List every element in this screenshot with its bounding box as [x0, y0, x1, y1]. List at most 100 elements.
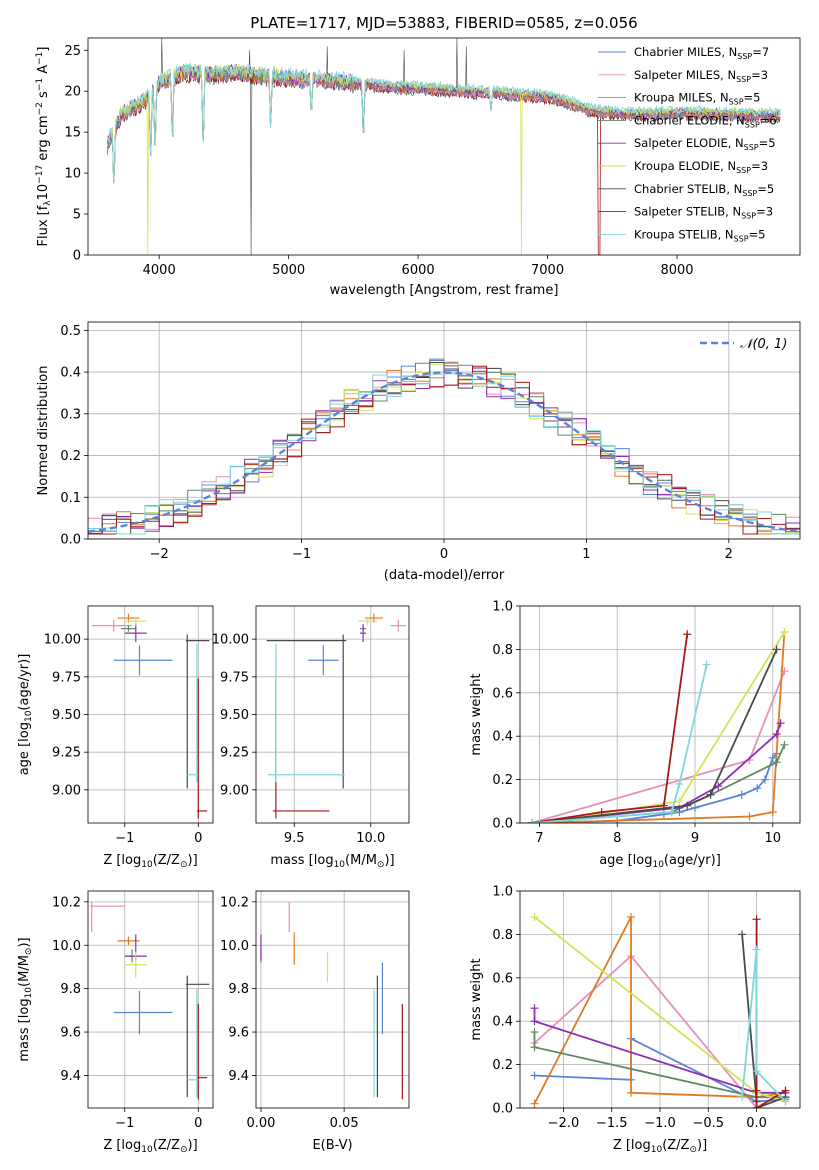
- x-tick-label: 8: [613, 831, 621, 846]
- legend-model: Salpeter MILES, N: [634, 68, 736, 82]
- x-tick-label: 0.00: [247, 1116, 276, 1131]
- legend-model: Kroupa MILES, N: [634, 91, 729, 105]
- mass_weight_vs_age-ylabel: mass weight: [469, 673, 484, 755]
- x-tick-label: 9: [691, 831, 699, 846]
- y-tick-label: 0.2: [60, 449, 81, 464]
- label-part: 10: [141, 860, 153, 870]
- mass_weight_vs_age-axes: 7 8 9 10 0.0 0.2 0.4 0.6 0.8 1.0: [492, 600, 800, 846]
- series-line-chabrier-miles: [531, 752, 778, 823]
- y-tick-label: 10: [64, 167, 81, 182]
- label-part: (age/yr)]: [17, 654, 32, 711]
- x-tick-label: 0.05: [330, 1116, 359, 1131]
- x-tick-label: −2: [150, 547, 169, 562]
- x-tick-label: 2: [725, 547, 733, 562]
- legend-n: =3: [751, 159, 768, 173]
- age_vs_mass-xlabel: mass [log10(M/M⊙)]: [270, 853, 394, 870]
- mass_vs_EBV-xlabel: E(B-V): [312, 1138, 352, 1153]
- x-tick-label: 0: [440, 547, 448, 562]
- mass_vs_EBV-frame: [255, 890, 410, 1109]
- age_vs_Z-points: [91, 613, 210, 819]
- label-part: s: [36, 91, 51, 102]
- legend-n: =5: [744, 91, 761, 105]
- label-part: )]: [188, 1138, 198, 1153]
- y-tick-label: 9.25: [220, 746, 249, 761]
- series-line-chabrier-stelib: [531, 649, 778, 823]
- legend-n: =7: [752, 45, 769, 59]
- legend-label: Chabrier ELODIE, NSSP=6: [634, 113, 777, 129]
- x-tick-label: −1: [115, 1116, 134, 1131]
- plots-layer: 4000 5000 6000 7000 80000510152025wavelength…: [17, 37, 801, 1155]
- spectrum-xlabel: wavelength [Angstrom, rest frame]: [330, 283, 559, 298]
- label-part: ⊙: [689, 1145, 697, 1155]
- mass_vs_EBV-axes: 0.00 0.05 9.4 9.6 9.8 10.0 10.2: [220, 891, 409, 1131]
- label-part: (age/yr)]: [664, 853, 721, 868]
- y-tick-label: 0.2: [492, 1058, 513, 1073]
- y-tick-label: 0.8: [492, 643, 513, 658]
- histogram-kroupa-stelib: [88, 373, 800, 539]
- x-tick-label: 7000: [531, 263, 564, 278]
- series-line-kroupa-stelib: [531, 664, 708, 823]
- series-line-salpeter-stelib: [531, 634, 689, 823]
- y-tick-label: 10.0: [52, 939, 81, 954]
- x-tick-label: 10: [765, 831, 782, 846]
- legend-normal-label: 𝒩(0, 1): [740, 337, 787, 352]
- label-part: erg cm: [36, 115, 51, 164]
- y-tick-label: 5: [73, 208, 81, 223]
- label-part: 10: [141, 1145, 153, 1155]
- label-part: (M/M: [17, 955, 32, 987]
- legend-sub: SSP: [744, 143, 759, 152]
- legend-label: Kroupa ELODIE, NSSP=3: [634, 159, 768, 175]
- mass_weight_vs_age-lines: [527, 628, 789, 823]
- mass_weight_vs_Z-lines: [530, 913, 790, 1108]
- label-part: λ: [43, 200, 53, 206]
- x-tick-label: 10.0: [356, 831, 385, 846]
- x-tick-label: −1.0: [644, 1116, 676, 1131]
- y-tick-label: 15: [64, 126, 81, 141]
- mass_vs_Z-xlabel: Z [log10(Z/Z⊙)]: [103, 1138, 197, 1155]
- y-tick-label: 10.0: [220, 939, 249, 954]
- legend-model: Chabrier ELODIE, N: [634, 113, 745, 127]
- age_vs_Z-ylabel: age [log10(age/yr)]: [17, 654, 34, 776]
- x-tick-label: 6000: [402, 263, 435, 278]
- x-tick-label: 5000: [272, 263, 305, 278]
- legend-model: Kroupa STELIB, N: [634, 227, 734, 241]
- legend-model: Salpeter ELODIE, N: [634, 136, 744, 150]
- x-tick-label: 0: [194, 831, 202, 846]
- y-tick-label: 0.1: [60, 491, 81, 506]
- label-part: (Z/Z: [153, 853, 180, 868]
- age_vs_mass-axes: 9.5 10.0 9.00 9.25 9.50 9.75 10.00: [212, 606, 409, 846]
- label-part: ⊙: [377, 860, 385, 870]
- series-line-salpeter-elodie: [533, 1008, 786, 1094]
- residuals-xlabel: (data-model)/error: [384, 568, 505, 583]
- residuals-frame: [87, 321, 801, 540]
- legend-n: =5: [757, 182, 774, 196]
- y-tick-label: 0.5: [60, 324, 81, 339]
- label-part: )]: [384, 853, 394, 868]
- normal-reference-curve: [88, 371, 800, 533]
- y-tick-label: 9.25: [52, 746, 81, 761]
- mass_weight_vs_Z-frame: [519, 890, 801, 1109]
- y-tick-label: 0.0: [492, 817, 513, 832]
- label-part: (Z/Z: [662, 1138, 689, 1153]
- mass_vs_Z-points: [90, 901, 210, 1100]
- y-tick-label: 9.00: [52, 783, 81, 798]
- legend-sub: SSP: [736, 75, 751, 84]
- y-tick-label: 9.50: [52, 708, 81, 723]
- y-tick-label: 9.50: [220, 708, 249, 723]
- y-tick-label: 9.75: [220, 670, 249, 685]
- legend-label: Salpeter MILES, NSSP=3: [634, 68, 768, 84]
- label-part: 10: [334, 860, 346, 870]
- label-part: −2: [35, 102, 45, 115]
- y-tick-label: 10.00: [212, 633, 249, 648]
- spectrum-axes: 4000 5000 6000 7000 8000 0 5 10 15 20 25: [64, 44, 693, 278]
- age_vs_mass-points: [266, 613, 406, 819]
- spectrum-frame: [87, 37, 801, 256]
- series-line-salpeter-stelib: [755, 919, 786, 1108]
- y-tick-label: 9.75: [52, 670, 81, 685]
- legend-label: Salpeter STELIB, NSSP=3: [634, 205, 773, 221]
- label-part: mass [log: [270, 853, 333, 868]
- mass_weight_vs_Z-axes: −2.0 −1.5 −1.0 −0.5 0.0 0.0 0.2 0.4 0.6 0.8 1.0: [492, 885, 800, 1131]
- spectrum-lines: [107, 38, 781, 255]
